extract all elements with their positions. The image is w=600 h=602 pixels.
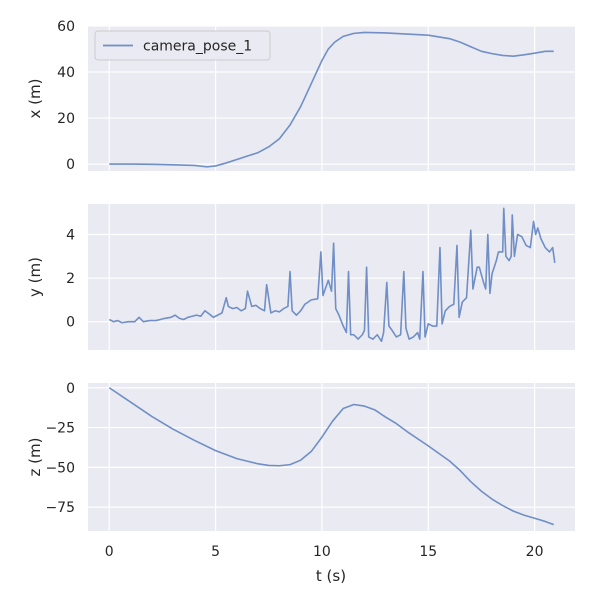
panel-2: 0 2 4 y (m) <box>26 204 575 350</box>
x-axis-label: t (s) <box>316 567 346 585</box>
y-tick-label: 2 <box>66 271 75 287</box>
y-tick-label: −75 <box>45 500 75 516</box>
y-tick-label: 0 <box>66 315 75 331</box>
legend: camera_pose_1 <box>94 30 271 61</box>
y-tick-label: 0 <box>66 381 75 397</box>
x-tick-label: 15 <box>419 544 437 560</box>
y-tick-label: 0 <box>66 157 75 173</box>
x-tick-label: 20 <box>526 544 544 560</box>
y-tick-label: −25 <box>45 421 75 437</box>
y-axis-label: z (m) <box>26 438 44 477</box>
y-tick-label: 20 <box>57 111 75 127</box>
series-line-1 <box>108 207 556 343</box>
y-tick-label: 4 <box>66 228 75 244</box>
series-line-1 <box>108 387 555 526</box>
y-tick-label: −50 <box>45 460 75 476</box>
y-axis-label: x (m) <box>26 79 44 119</box>
x-tick-label: 0 <box>105 544 114 560</box>
series-line-1 <box>109 31 554 168</box>
panel-3: 0 −25 −50 −75 z (m) <box>26 381 575 531</box>
legend-box <box>94 30 271 61</box>
y-tick-label: 60 <box>57 19 75 35</box>
y-axis-label: y (m) <box>26 257 44 297</box>
legend-label: camera_pose_1 <box>143 39 252 55</box>
panels: 0 20 40 60 x (m) 0 2 4 y (m) 0 −25 −50 −75 z (m) 0 5 10 1… <box>26 19 575 560</box>
x-tick-label: 5 <box>211 544 220 560</box>
x-tick-label: 10 <box>313 544 331 560</box>
plot-area <box>88 383 575 531</box>
y-tick-label: 40 <box>57 65 75 81</box>
